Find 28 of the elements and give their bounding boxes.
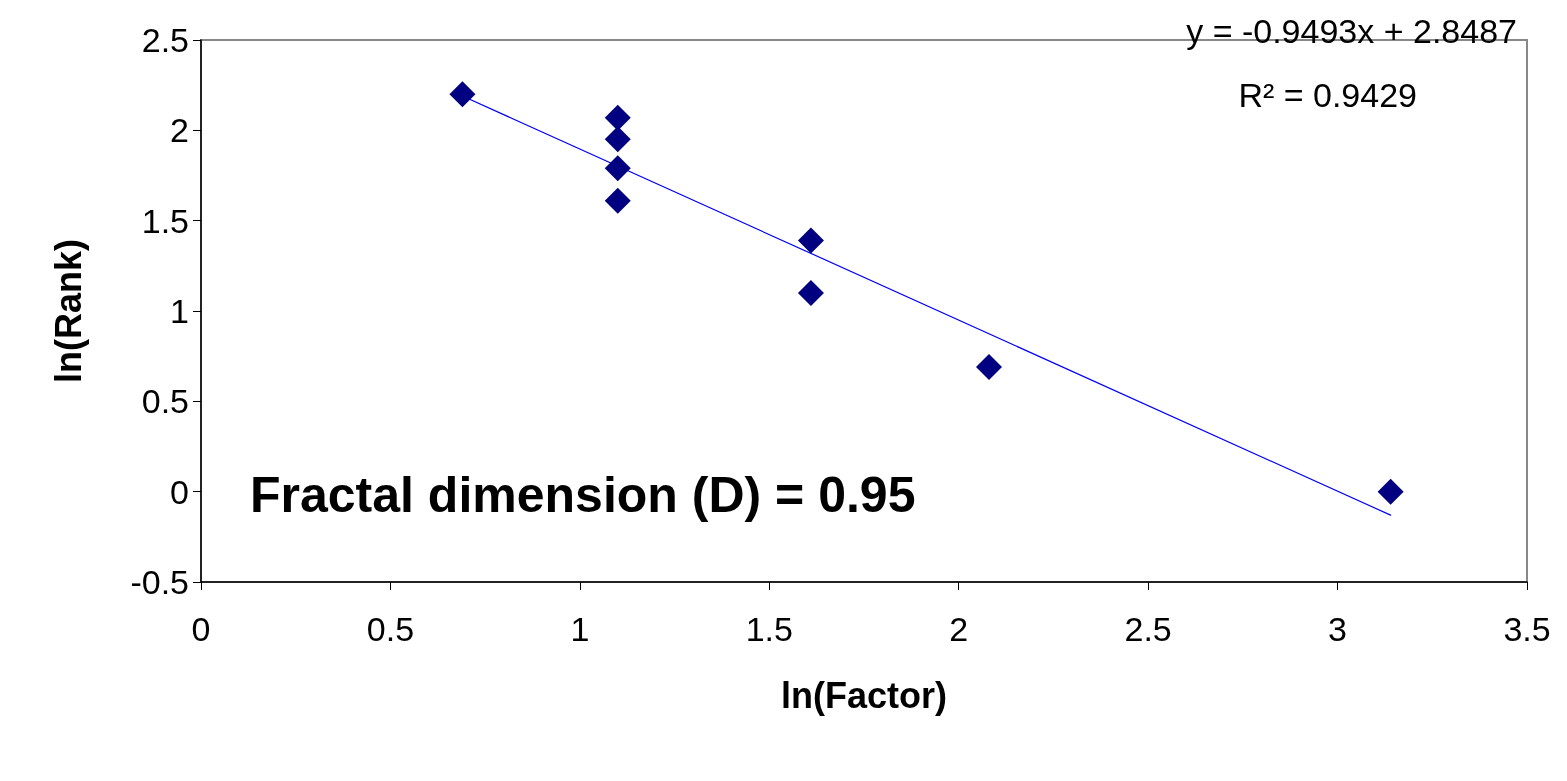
y-axis-title: ln(Rank) [47,239,89,383]
x-tick-label: 0.5 [366,610,415,648]
point [604,104,631,131]
x-tick-label: 1.5 [745,610,793,648]
point [604,187,631,214]
point [797,227,824,254]
point [797,279,824,306]
x-tick-label: 3 [1328,610,1348,648]
y-tick-label: 1 [170,292,189,330]
x-tick-label: 1 [570,610,590,648]
x-axis-title: ln(Factor) [781,674,947,716]
point [976,354,1003,381]
point [449,81,476,108]
point [604,155,631,182]
annotation: R² = 0.9429 [1238,76,1418,114]
y-tick-label: 2.5 [141,21,189,59]
annotation: y = -0.9493x + 2.8487 [1186,12,1518,50]
annotation: Fractal dimension (D) = 0.95 [250,467,916,523]
point [604,126,631,153]
x-tick-label: 3.5 [1503,610,1551,648]
y-tick-label: 1.5 [141,201,189,240]
y-tick-label: 0 [170,472,189,511]
x-tick-label: 2 [949,610,969,648]
y-tick-label: -0.5 [130,563,189,601]
y-tick-label: 0.5 [141,382,189,421]
x-tick-label: 2.5 [1124,610,1172,648]
y-tick-label: 2 [170,111,189,150]
point [1377,478,1404,505]
